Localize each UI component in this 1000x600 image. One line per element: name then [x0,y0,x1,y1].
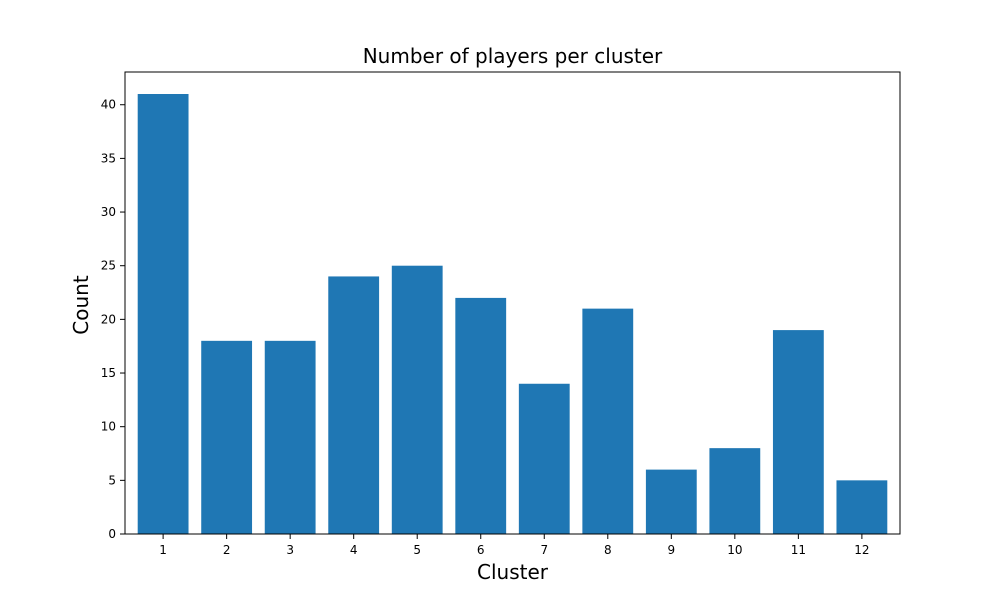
x-axis-label: Cluster [477,560,549,584]
chart-title: Number of players per cluster [363,44,663,68]
x-tick-label: 5 [413,543,421,557]
bar-cluster-5 [391,265,443,534]
x-tick-label: 6 [477,543,485,557]
bar-cluster-8 [582,308,634,534]
x-tick-label: 3 [286,543,294,557]
bar-cluster-7 [518,383,570,534]
x-tick-label: 4 [350,543,358,557]
x-tick-label: 7 [540,543,548,557]
x-tick-label: 1 [159,543,167,557]
y-tick-label: 15 [101,366,116,380]
bar-cluster-4 [328,276,380,534]
plot-frame [124,71,901,535]
x-tick-label: 10 [727,543,742,557]
x-tick-label: 8 [604,543,612,557]
bars-group [137,94,888,534]
bar-cluster-6 [455,297,507,534]
bar-cluster-11 [772,330,824,534]
y-tick-label: 5 [108,473,116,487]
y-tick-label: 40 [101,98,116,112]
x-tick-label: 12 [854,543,869,557]
y-tick-label: 30 [101,205,116,219]
x-tick-label: 9 [667,543,675,557]
bar-cluster-2 [201,340,253,534]
y-tick-label: 35 [101,151,116,165]
bar-cluster-9 [645,469,697,534]
x-tick-label: 11 [791,543,806,557]
x-tick-label: 2 [223,543,231,557]
y-tick-label: 10 [101,420,116,434]
y-tick-label: 0 [108,527,116,541]
y-axis-ticks: 0 5 10 15 20 25 30 35 40 [101,98,125,541]
bar-cluster-3 [264,340,316,534]
y-axis-label: Count [69,275,93,335]
bar-cluster-10 [709,448,761,534]
bar-cluster-12 [836,480,888,534]
y-tick-label: 20 [101,312,116,326]
y-tick-label: 25 [101,259,116,273]
bar-cluster-1 [137,94,189,534]
x-axis-ticks: 1 2 3 4 5 6 7 8 9 10 11 12 [159,534,870,557]
